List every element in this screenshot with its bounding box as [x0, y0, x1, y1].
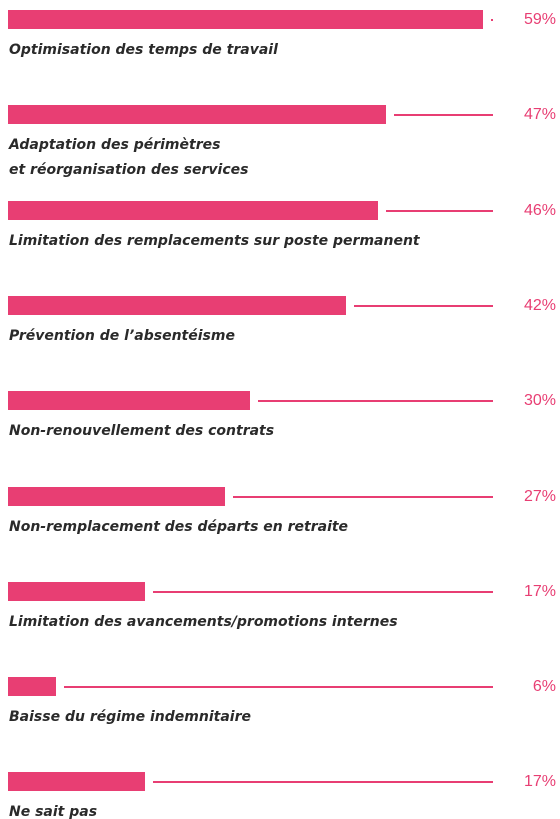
- connector-line: [152, 590, 493, 593]
- value-label: 17%: [523, 582, 556, 600]
- bar: [8, 10, 483, 29]
- connector-line: [233, 495, 493, 498]
- value-label: 27%: [523, 487, 556, 505]
- value-label: 6%: [532, 678, 556, 696]
- category-label: Non-renouvellement des contrats: [9, 423, 275, 440]
- category-label: Baisse du régime indemnitaire: [9, 709, 251, 726]
- category-label: Adaptation des périmètres et réorganisat…: [9, 137, 249, 179]
- category-label: Limitation des avancements/promotions in…: [9, 613, 398, 630]
- bar: [8, 105, 387, 125]
- connector-line: [152, 781, 493, 784]
- connector-line: [386, 209, 493, 212]
- value-label: 47%: [523, 106, 556, 124]
- value-label: 59%: [523, 11, 556, 28]
- bar: [8, 677, 57, 697]
- connector-line: [64, 686, 493, 689]
- connector-line: [490, 19, 493, 21]
- value-label: 46%: [523, 201, 556, 219]
- value-label: 42%: [523, 296, 556, 314]
- category-label: Non-remplacement des départs en retraite: [9, 518, 349, 535]
- category-label: Prévention de l’absentéisme: [9, 327, 235, 344]
- bar: [8, 295, 347, 315]
- bar: [8, 772, 145, 792]
- bar: [8, 200, 379, 220]
- bar: [8, 486, 226, 506]
- value-label: 30%: [523, 392, 556, 410]
- category-label: Ne sait pas: [9, 804, 98, 819]
- bar: [8, 581, 145, 601]
- connector-line: [257, 400, 493, 403]
- connector-line: [354, 304, 493, 307]
- category-label: Limitation des remplacements sur poste p…: [9, 232, 420, 249]
- connector-line: [394, 114, 493, 117]
- value-label: 17%: [523, 773, 556, 791]
- category-label: Optimisation des temps de travail: [9, 42, 278, 58]
- bar: [8, 391, 250, 411]
